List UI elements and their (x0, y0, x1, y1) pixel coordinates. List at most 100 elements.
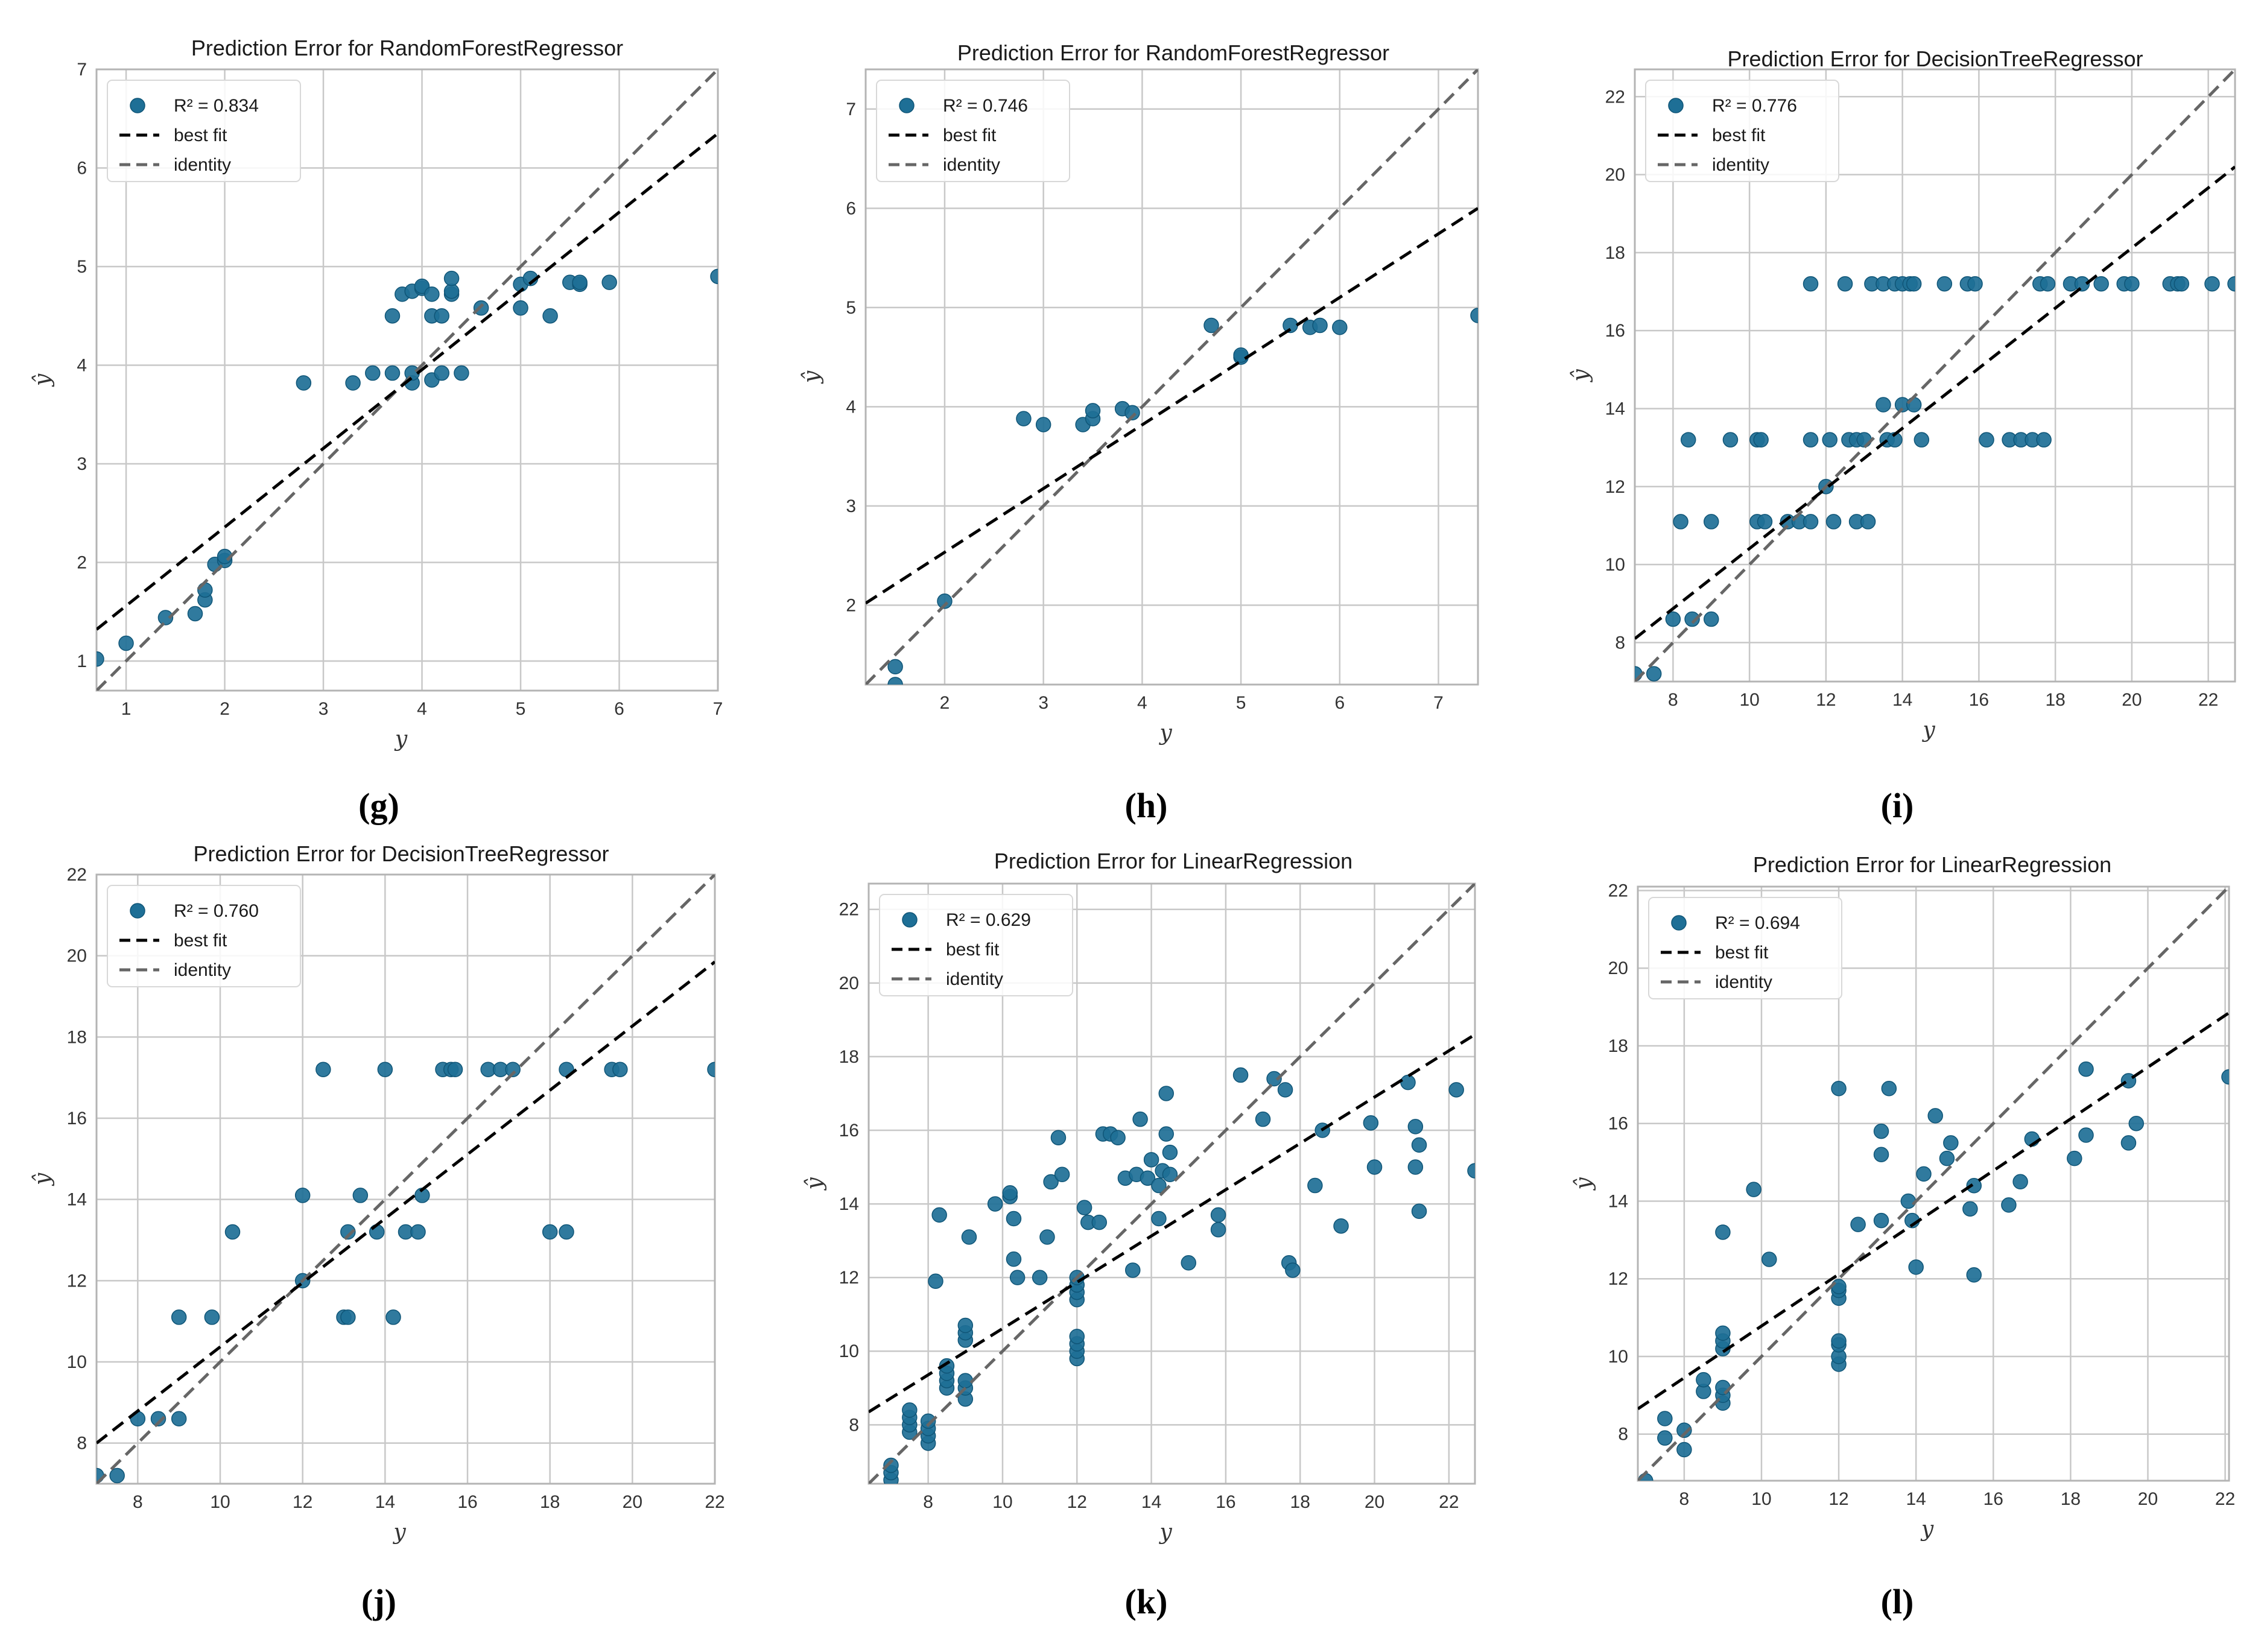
y-tick-label: 3 (846, 496, 856, 516)
data-point (1151, 1211, 1167, 1227)
y-tick-label: 8 (1618, 1425, 1628, 1445)
x-tick-label: 10 (992, 1492, 1012, 1512)
chart-title: Prediction Error for RandomForestRegress… (957, 40, 1389, 65)
data-point (937, 593, 953, 609)
data-point (1143, 1152, 1159, 1168)
data-point (2078, 1127, 2094, 1143)
data-point (345, 375, 361, 391)
data-point (1831, 1279, 1847, 1294)
data-point (1873, 1212, 1889, 1229)
data-point (1400, 1074, 1416, 1090)
data-point (1039, 1229, 1055, 1245)
data-point (1822, 432, 1838, 448)
x-tick-label: 5 (516, 699, 526, 719)
data-point (1746, 1182, 1761, 1197)
data-point (1803, 276, 1819, 292)
data-point (559, 1224, 574, 1240)
data-point (2001, 1197, 2017, 1213)
data-point (902, 1402, 918, 1418)
data-point (1966, 1177, 1982, 1194)
x-tick-label: 8 (133, 1492, 143, 1512)
data-point (572, 274, 588, 290)
legend-box (107, 80, 301, 182)
data-point (1803, 432, 1819, 448)
data-point (1162, 1166, 1178, 1182)
y-tick-label: 14 (1608, 1191, 1628, 1211)
y-tick-label: 14 (67, 1190, 87, 1210)
x-tick-label: 14 (1141, 1492, 1161, 1512)
data-point (1255, 1111, 1271, 1127)
y-tick-label: 12 (1605, 477, 1625, 497)
x-tick-label: 10 (210, 1492, 230, 1512)
data-point (118, 635, 134, 651)
x-tick-label: 22 (2198, 690, 2218, 710)
subfigure-caption: (k) (1125, 1582, 1168, 1621)
x-tick-label: 18 (2045, 690, 2065, 710)
legend-identity-label: identity (174, 155, 231, 175)
legend-best-fit-label: best fit (174, 931, 227, 951)
x-tick-label: 8 (923, 1492, 933, 1512)
y-tick-label: 10 (67, 1352, 87, 1372)
data-point (1825, 514, 1842, 530)
legend: R² = 0.834 best fit identity (107, 80, 301, 182)
data-point (1873, 1147, 1889, 1162)
data-point (1467, 1163, 1475, 1179)
data-point (2040, 276, 2056, 292)
y-tick-label: 18 (67, 1027, 87, 1047)
data-point (1140, 1170, 1156, 1186)
data-point (1856, 432, 1872, 448)
data-point (1715, 1379, 1731, 1396)
subfigure-caption: (i) (1881, 786, 1914, 825)
data-point (434, 308, 449, 324)
data-point (1837, 276, 1853, 292)
data-point (1006, 1251, 1022, 1267)
data-point (1411, 1137, 1427, 1153)
data-point (1210, 1222, 1226, 1238)
data-point (1927, 1108, 1943, 1124)
y-tick-label: 7 (846, 100, 856, 119)
data-point (939, 1358, 955, 1374)
legend-r2-label: R² = 0.760 (174, 901, 259, 921)
y-tick-label: 10 (839, 1341, 859, 1361)
identity-line (97, 875, 715, 1484)
data-point (443, 270, 460, 286)
data-point (171, 1309, 187, 1325)
data-point (1680, 432, 1696, 448)
subfigure-caption: (h) (1125, 786, 1168, 825)
data-point (1646, 666, 1662, 682)
y-tick-label: 2 (77, 552, 87, 572)
chart-panel: 8 10 12 14 16 18 20 22 8 10 12 14 16 18 20 22 y ŷ Predicti… (802, 849, 1476, 1621)
chart-title: Prediction Error for LinearRegression (1753, 852, 2111, 877)
data-point (1006, 1211, 1022, 1227)
x-tick-label: 8 (1679, 1489, 1690, 1509)
data-point (1906, 276, 1922, 292)
data-point (316, 1062, 331, 1077)
x-tick-label: 20 (2122, 690, 2142, 710)
y-tick-label: 22 (67, 865, 87, 885)
data-layer (869, 884, 1475, 1484)
legend-box (1648, 897, 1842, 999)
data-point (1091, 1214, 1108, 1230)
legend-identity-label: identity (1715, 972, 1772, 992)
data-point (296, 375, 312, 391)
data-point (1757, 514, 1773, 530)
x-tick-label: 7 (1433, 693, 1444, 713)
plot-frame (864, 68, 1479, 686)
data-point (601, 274, 617, 290)
x-tick-label: 22 (705, 1492, 725, 1512)
data-point (1158, 1126, 1175, 1142)
data-point (2204, 276, 2220, 292)
legend-r2-label: R² = 0.694 (1715, 913, 1800, 933)
data-point (957, 1317, 974, 1334)
y-tick-label: 10 (1605, 555, 1625, 575)
data-layer (866, 69, 1478, 685)
data-point (1936, 276, 1953, 292)
x-tick-label: 2 (940, 693, 950, 713)
data-point (612, 1062, 628, 1077)
data-point (1132, 1111, 1148, 1127)
data-point (204, 1309, 220, 1325)
chart-title: Prediction Error for LinearRegression (994, 849, 1352, 873)
data-point (1054, 1166, 1070, 1182)
data-point (542, 1224, 558, 1240)
data-point (434, 365, 449, 381)
